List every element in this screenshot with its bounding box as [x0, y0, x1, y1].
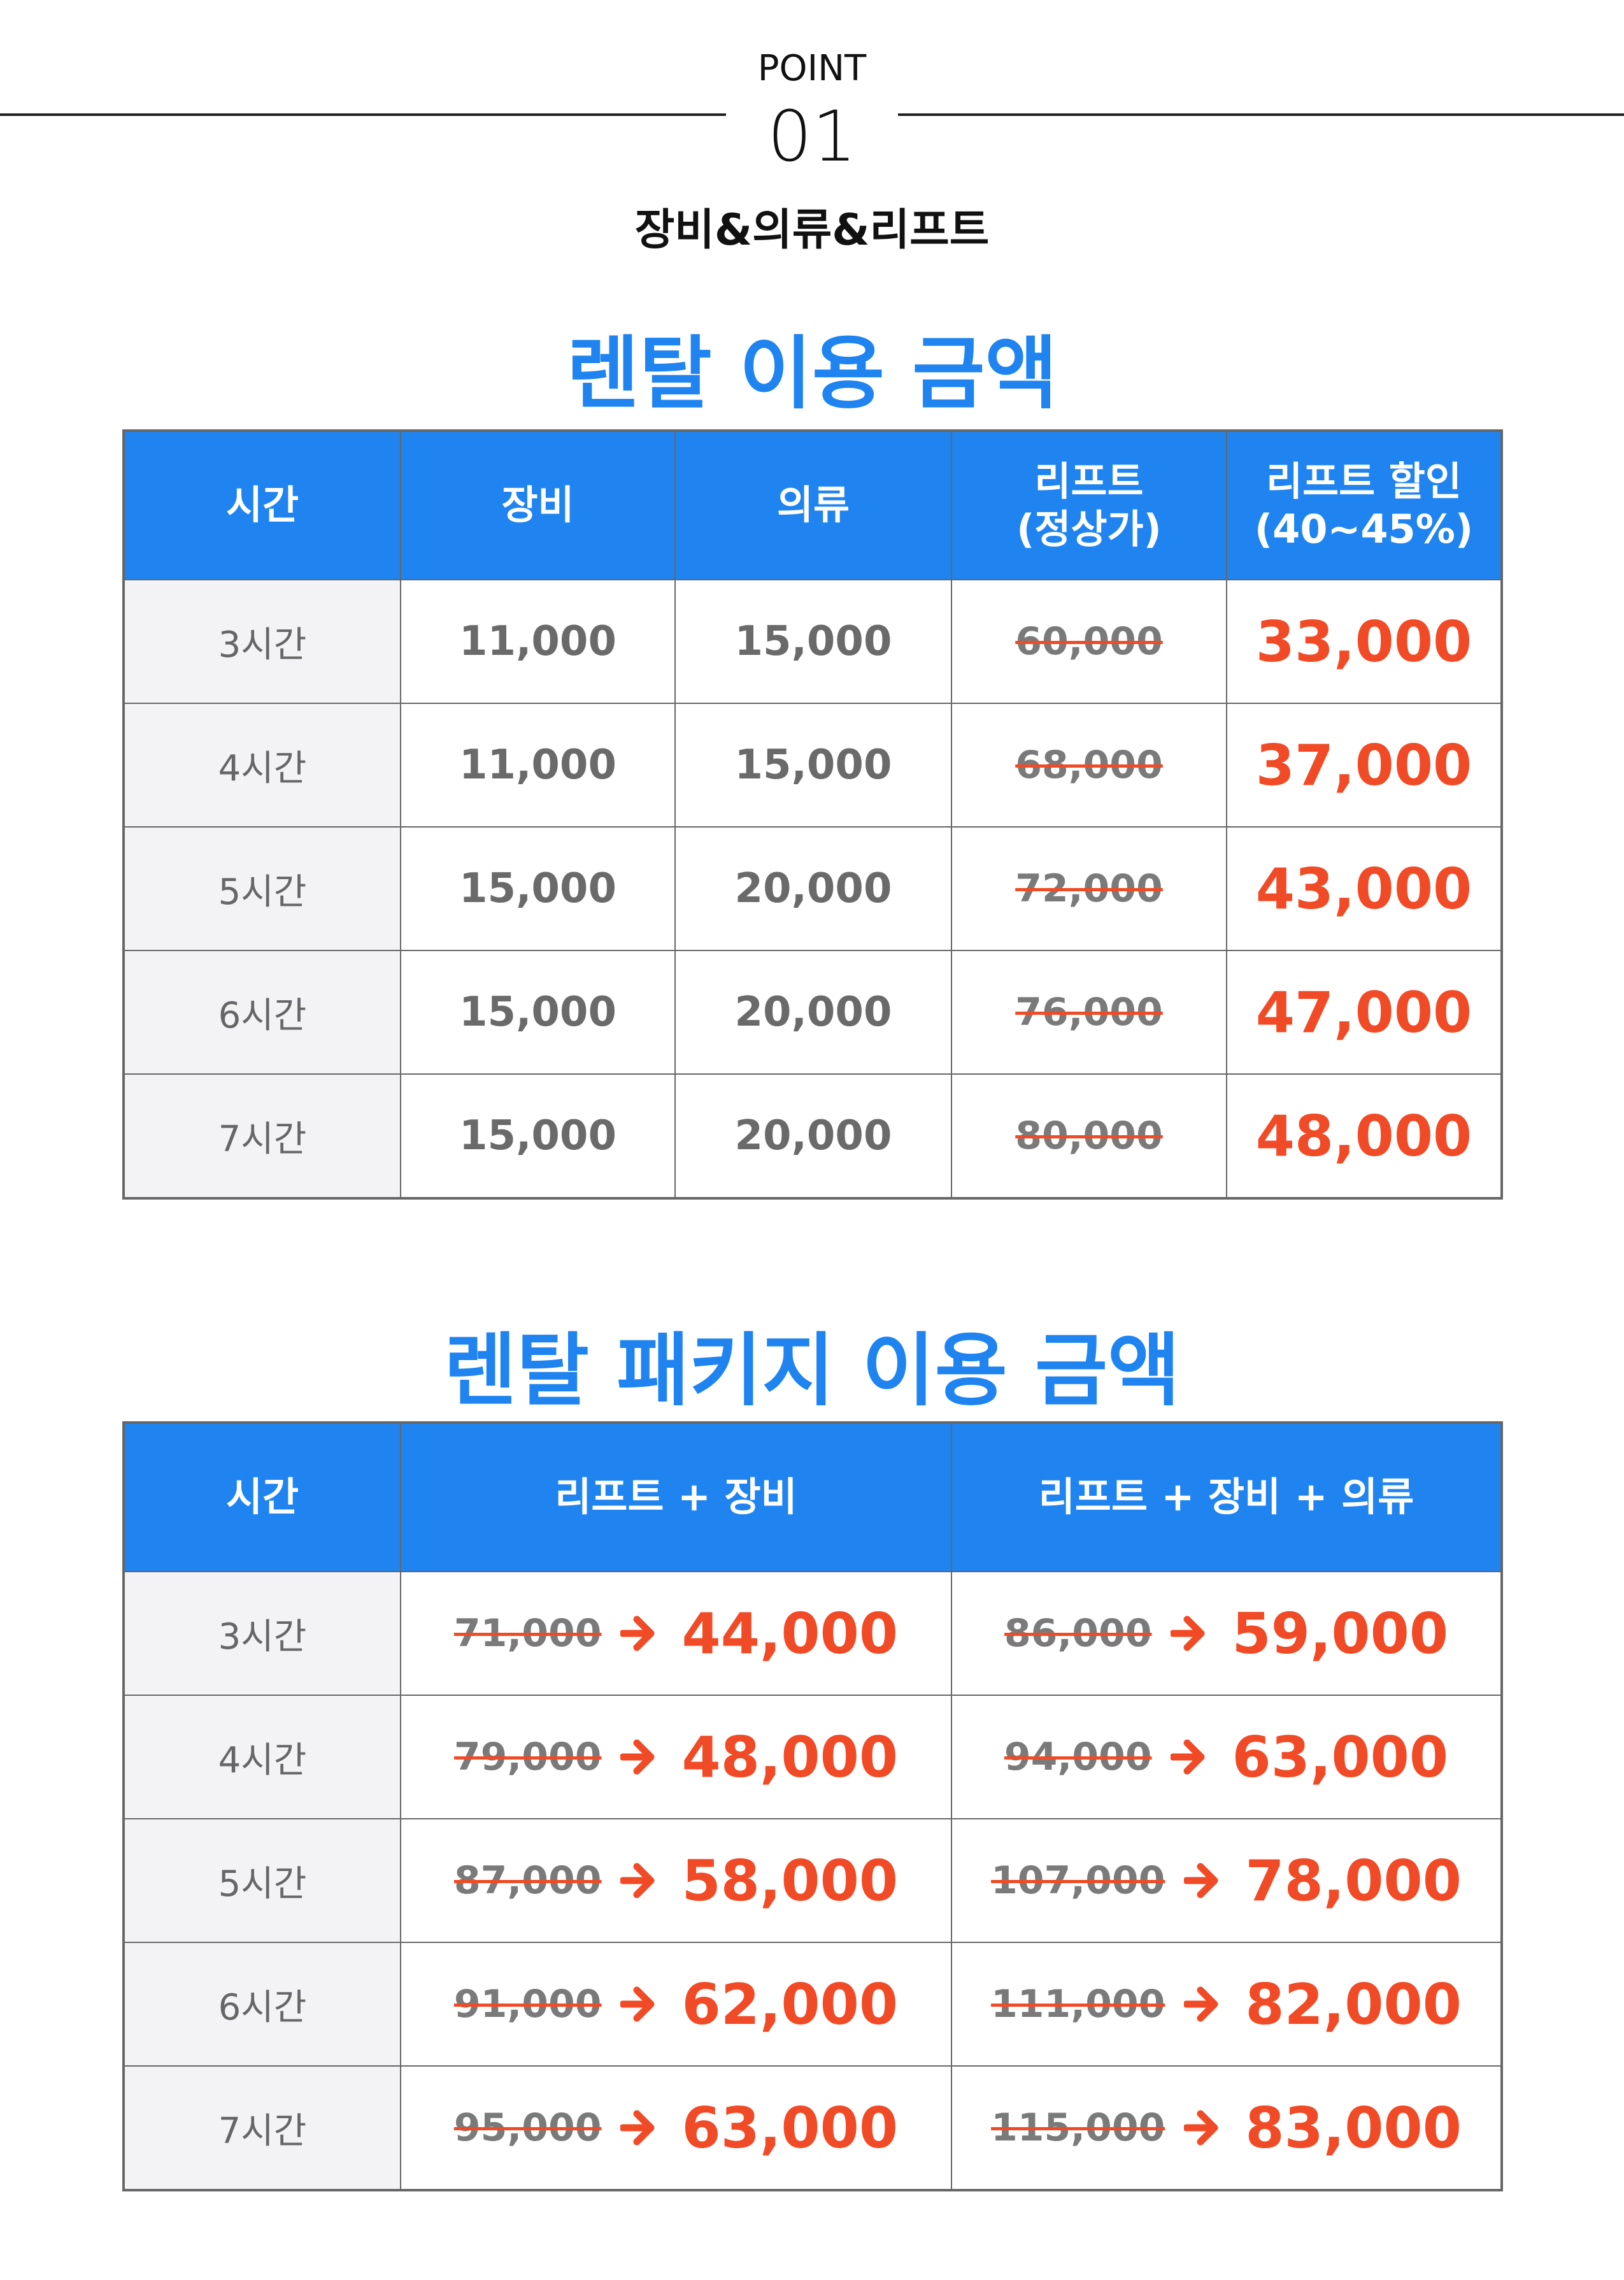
discount-price: 58,000: [681, 1847, 899, 1914]
regular-price: 111,000: [991, 1982, 1165, 2026]
arrow-icon: [1184, 1863, 1218, 1898]
discount-price: 62,000: [681, 1971, 899, 2037]
regular-price: 60,000: [1015, 619, 1163, 664]
regular-price: 71,000: [453, 1611, 602, 1656]
regular-price: 87,000: [453, 1858, 602, 1903]
regular-price: 95,000: [453, 2105, 602, 2150]
table-border: [122, 1421, 1503, 2191]
regular-price: 86,000: [1004, 1611, 1152, 1656]
regular-price: 76,000: [1015, 990, 1163, 1035]
discount-price: 83,000: [1245, 2095, 1462, 2161]
discount-price: 44,000: [681, 1600, 899, 1667]
price-cell: 68,000: [951, 703, 1227, 828]
price-cell: 72,000: [951, 826, 1227, 951]
table-title: 렌탈 이용 금액: [566, 328, 1058, 420]
price-cell: 20,000: [674, 826, 952, 951]
time-cell: 6시간: [124, 950, 401, 1075]
discount-price: 48,000: [1226, 1073, 1502, 1198]
regular-price: 80,000: [1015, 1114, 1163, 1158]
time-cell: 5시간: [124, 826, 401, 951]
price-cell: 80,000: [951, 1073, 1227, 1198]
arrow-icon: [620, 1863, 655, 1898]
arrow-icon: [1184, 1986, 1218, 2022]
regular-price: 115,000: [991, 2105, 1165, 2150]
price-cell: 60,000: [951, 579, 1227, 704]
discount-price: 48,000: [681, 1724, 899, 1790]
package-cell: 107,000 78,000: [951, 1818, 1502, 1943]
regular-price: 72,000: [1015, 866, 1163, 911]
arrow-icon: [620, 2110, 655, 2146]
discount-price: 63,000: [1232, 1724, 1449, 1790]
rule: [0, 113, 726, 116]
time-cell: 4시간: [124, 1695, 401, 1819]
point-label: POINT: [757, 48, 867, 89]
header-cell: 리프트 (정상가): [951, 431, 1227, 580]
regular-price: 107,000: [991, 1858, 1165, 1903]
arrow-icon: [620, 1616, 655, 1651]
table-border: [122, 429, 1503, 1200]
header-cell: 리프트 할인 (40~45%): [1226, 431, 1502, 580]
discount-price: 82,000: [1245, 1971, 1462, 2037]
subtitle: 장비&의류&리프트: [634, 205, 990, 255]
package-cell: 111,000 82,000: [951, 1942, 1502, 2067]
regular-price: 91,000: [453, 1982, 602, 2026]
regular-price: 94,000: [1004, 1735, 1152, 1779]
arrow-icon: [620, 1986, 655, 2022]
header-cell: 리프트 + 장비 + 의류: [951, 1423, 1502, 1572]
point-number: 01: [767, 96, 857, 177]
package-cell: 87,000 58,000: [400, 1818, 952, 1943]
rule: [898, 113, 1624, 116]
header-cell: 시간: [124, 431, 401, 580]
time-cell: 7시간: [124, 2065, 401, 2190]
time-cell: 6시간: [124, 1942, 401, 2067]
discount-price: 78,000: [1245, 1847, 1462, 1914]
arrow-icon: [620, 1739, 655, 1775]
price-cell: 76,000: [951, 950, 1227, 1075]
arrow-icon: [1171, 1616, 1205, 1651]
header-cell: 의류: [674, 431, 952, 580]
time-cell: 7시간: [124, 1073, 401, 1198]
regular-price: 68,000: [1015, 743, 1163, 787]
time-cell: 4시간: [124, 703, 401, 828]
regular-price: 79,000: [453, 1735, 602, 1779]
arrow-icon: [1171, 1739, 1205, 1775]
discount-price: 59,000: [1232, 1600, 1449, 1667]
header-cell: 시간: [124, 1423, 401, 1572]
arrow-icon: [1184, 2110, 1218, 2146]
package-cell: 79,000 48,000: [400, 1695, 952, 1819]
discount-price: 63,000: [681, 2095, 899, 2161]
table-title: 렌탈 패키지 이용 금액: [443, 1325, 1181, 1417]
package-cell: 95,000 63,000: [400, 2065, 952, 2190]
